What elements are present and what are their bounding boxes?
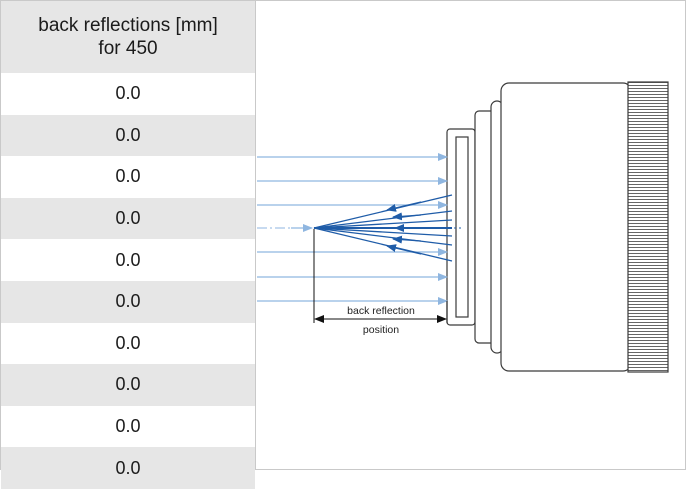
table-row: 0.0: [1, 239, 255, 281]
reflection-arrow: [392, 212, 422, 221]
table-row: 0.0: [1, 114, 255, 157]
reflected-ray: [313, 194, 453, 229]
back-reflections-table: back reflections [mm] for 450 0.0 0.0 0.…: [1, 1, 256, 489]
lens-main-barrel: [500, 82, 632, 372]
dimension-marker: [313, 229, 448, 323]
table-header-title: back reflections [mm]: [38, 15, 218, 36]
back-reflection-diagram: back reflection position: [256, 1, 686, 469]
table-row: 0.0: [1, 280, 255, 323]
reflected-ray: [313, 210, 453, 229]
table-row: 0.0: [1, 364, 255, 406]
table-cell: 0.0: [115, 332, 141, 353]
table-row: 0.0: [1, 197, 255, 240]
table-row: 0.0: [1, 322, 255, 365]
table-cell: 0.0: [115, 374, 141, 395]
reflected-ray: [313, 227, 453, 262]
table-cell: 0.0: [115, 124, 141, 145]
reflection-arrow: [392, 235, 422, 244]
table-row: 0.0: [1, 447, 255, 489]
table-cell: 0.0: [115, 249, 141, 270]
table-row: 0.0: [1, 73, 255, 115]
table-cell: 0.0: [115, 83, 141, 104]
table-row: 0.0: [1, 405, 255, 448]
table-cell: 0.0: [115, 416, 141, 437]
lens-knurled-ring: [627, 81, 669, 373]
table-header: back reflections [mm] for 450: [1, 1, 255, 73]
table-header-subtitle: for 450: [98, 38, 158, 59]
reflected-ray: [313, 227, 453, 237]
table-cell: 0.0: [115, 457, 141, 478]
back-reflection-rays: [313, 194, 453, 262]
reflection-arrow: [386, 201, 422, 212]
dimension-label-line1: back reflection: [347, 305, 415, 317]
table-row: 0.0: [1, 156, 255, 198]
lens-body: [446, 81, 669, 373]
reflected-ray: [313, 227, 453, 246]
table-cell: 0.0: [115, 208, 141, 229]
table-cell: 0.0: [115, 166, 141, 187]
reflection-arrow: [386, 244, 422, 255]
table-cell: 0.0: [115, 291, 141, 312]
dimension-label-line2: position: [363, 324, 399, 336]
lens-mount-ring: [455, 136, 469, 318]
reflected-ray: [313, 219, 453, 229]
